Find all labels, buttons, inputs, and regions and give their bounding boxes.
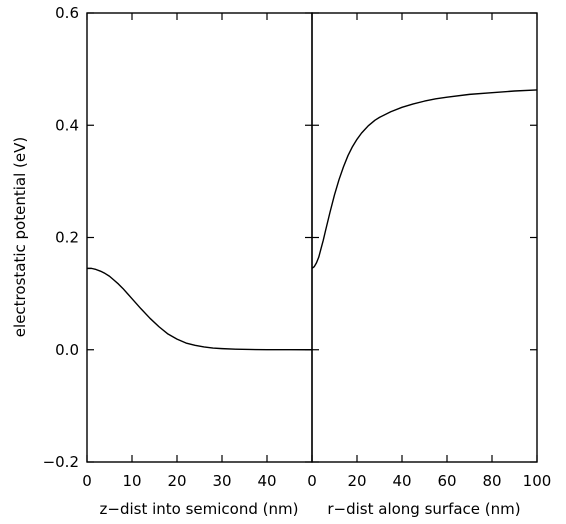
x-tick-label: 20 bbox=[347, 472, 366, 490]
x-tick-label: 40 bbox=[392, 472, 411, 490]
axis-tick-labels: 0 10 20 30 40 0 20 40 60 80 100 −0.2 0.0 0.2 0.4 0.6 bbox=[43, 4, 552, 490]
plot-frame-1 bbox=[311, 12, 538, 463]
plot-frame-0 bbox=[86, 12, 313, 463]
y-tick-label: 0.0 bbox=[55, 341, 79, 359]
potential-curve-panel-0-series-0 bbox=[87, 267, 313, 351]
x-tick-label: 0 bbox=[82, 472, 92, 490]
x-tick-label: 60 bbox=[437, 472, 456, 490]
x-tick-label: 0 bbox=[307, 472, 317, 490]
x-tick-label: 100 bbox=[523, 472, 552, 490]
data-curves bbox=[87, 89, 538, 351]
y-tick-label: 0.6 bbox=[55, 4, 79, 22]
x-axis-label-left: z−dist into semicond (nm) bbox=[100, 500, 299, 518]
y-tick-label: −0.2 bbox=[43, 453, 79, 471]
x-tick-label: 80 bbox=[482, 472, 501, 490]
axis-ticks bbox=[86, 12, 538, 463]
x-tick-label: 10 bbox=[122, 472, 141, 490]
x-tick-label: 30 bbox=[212, 472, 231, 490]
x-tick-label: 40 bbox=[257, 472, 276, 490]
y-tick-label: 0.2 bbox=[55, 229, 79, 247]
potential-curve-panel-1-series-0 bbox=[311, 89, 538, 269]
y-axis-label: electrostatic potential (eV) bbox=[11, 137, 29, 337]
x-axis-label-right: r−dist along surface (nm) bbox=[327, 500, 520, 518]
y-tick-label: 0.4 bbox=[55, 116, 79, 134]
x-tick-label: 20 bbox=[167, 472, 186, 490]
